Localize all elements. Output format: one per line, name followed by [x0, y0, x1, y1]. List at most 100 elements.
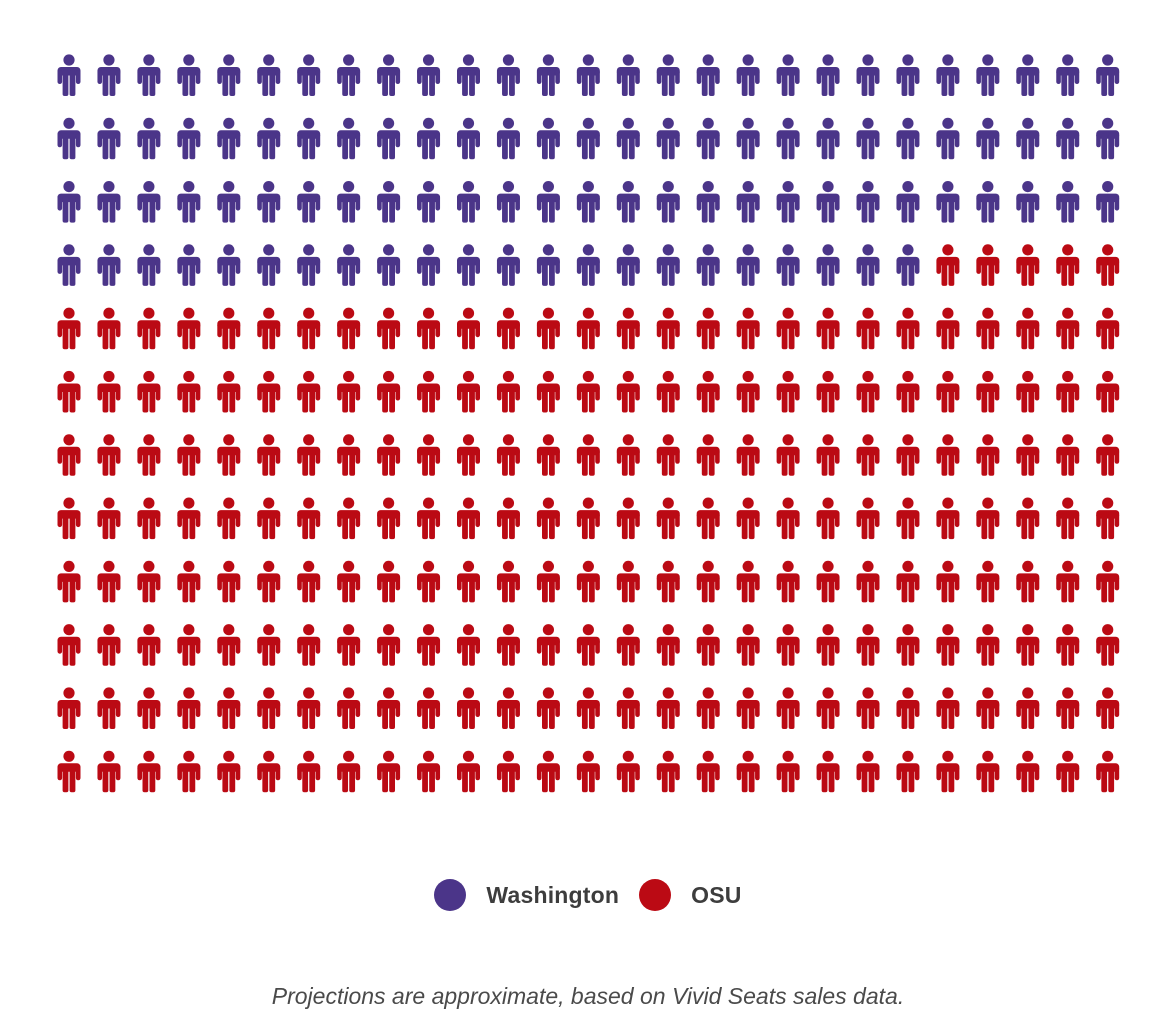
person-icon-osu: [496, 497, 520, 540]
person-icon-washington: [536, 181, 560, 223]
person-icon-washington: [1096, 117, 1120, 160]
person-icon-washington: [137, 117, 161, 160]
legend-swatch-washington: [434, 879, 467, 911]
person-icon-osu: [217, 497, 241, 540]
person-icon-osu: [736, 687, 760, 729]
person-icon-washington: [57, 117, 81, 160]
person-icon-osu: [976, 750, 1000, 793]
person-icon-osu: [656, 687, 680, 729]
legend-item-washington[interactable]: Washington: [434, 879, 619, 911]
person-icon-washington: [1016, 181, 1040, 223]
legend: Washington OSU: [0, 870, 1176, 920]
person-icon-washington: [616, 244, 640, 286]
person-icon-washington: [496, 244, 520, 286]
person-icon-osu: [417, 560, 441, 603]
person-icon-osu: [457, 434, 480, 476]
person-icon-osu: [616, 434, 640, 476]
person-icon-osu: [217, 307, 241, 350]
legend-item-osu[interactable]: OSU: [639, 879, 741, 911]
person-icon-osu: [616, 560, 640, 603]
person-icon-osu: [1056, 560, 1080, 603]
person-icon-osu: [656, 560, 680, 603]
person-icon-osu: [457, 750, 480, 793]
person-icon-osu: [457, 370, 480, 413]
person-icon-osu: [177, 434, 201, 476]
person-icon-osu: [57, 434, 81, 476]
person-icon-washington: [257, 54, 281, 96]
person-icon-osu: [896, 497, 920, 540]
person-icon-osu: [457, 687, 480, 729]
person-icon-washington: [1096, 181, 1120, 223]
person-icon-osu: [496, 307, 520, 350]
person-icon-washington: [776, 117, 800, 160]
person-icon-osu: [656, 497, 680, 540]
person-icon-osu: [217, 434, 241, 476]
person-icon-osu: [217, 560, 241, 603]
person-icon-osu: [736, 750, 760, 793]
person-icon-osu: [696, 560, 720, 603]
person-icon-osu: [257, 434, 281, 476]
person-icon-washington: [696, 181, 720, 223]
person-icon-osu: [57, 497, 81, 540]
person-icon-osu: [257, 624, 281, 666]
person-icon-osu: [496, 750, 520, 793]
person-icon-osu: [337, 624, 361, 666]
person-icon-osu: [217, 624, 241, 666]
person-icon-washington: [576, 244, 600, 286]
person-icon-washington: [257, 244, 281, 286]
person-icon-osu: [816, 750, 840, 793]
person-icon-osu: [696, 624, 720, 666]
person-icon-washington: [217, 117, 241, 160]
person-icon-washington: [337, 54, 361, 96]
person-icon-washington: [656, 244, 680, 286]
person-icon-osu: [1016, 497, 1040, 540]
person-icon-osu: [337, 560, 361, 603]
person-icon-osu: [1056, 370, 1080, 413]
person-icon-osu: [536, 307, 560, 350]
person-icon-osu: [457, 497, 480, 540]
person-icon-washington: [377, 54, 401, 96]
person-icon-washington: [856, 244, 880, 286]
person-icon-osu: [57, 370, 81, 413]
person-icon-osu: [177, 560, 201, 603]
person-icon-osu: [1056, 244, 1080, 286]
person-icon-osu: [536, 560, 560, 603]
person-icon-osu: [1016, 687, 1040, 729]
person-icon-osu: [896, 560, 920, 603]
person-icon-osu: [177, 370, 201, 413]
person-icon-washington: [696, 244, 720, 286]
person-icon-osu: [776, 624, 800, 666]
person-icon-washington: [177, 117, 201, 160]
person-icon-washington: [576, 181, 600, 223]
person-icon-washington: [616, 117, 640, 160]
person-icon-osu: [616, 307, 640, 350]
person-icon-osu: [1096, 624, 1120, 666]
person-icon-washington: [816, 244, 840, 286]
person-icon-osu: [137, 370, 161, 413]
person-icon-osu: [936, 244, 960, 286]
person-icon-osu: [337, 434, 361, 476]
person-icon-osu: [496, 370, 520, 413]
person-icon-washington: [976, 181, 1000, 223]
person-icon-osu: [1096, 370, 1120, 413]
person-icon-washington: [816, 181, 840, 223]
person-icon-osu: [616, 624, 640, 666]
person-icon-osu: [496, 624, 520, 666]
person-icon-washington: [97, 181, 121, 223]
person-icon-washington: [457, 181, 480, 223]
person-icon-osu: [936, 750, 960, 793]
person-icon-osu: [1096, 497, 1120, 540]
person-icon-osu: [1016, 244, 1040, 286]
footnote: Projections are approximate, based on Vi…: [271, 983, 905, 1009]
person-icon-osu: [816, 560, 840, 603]
person-icon-osu: [57, 560, 81, 603]
person-icon-osu: [177, 307, 201, 350]
person-icon-osu: [57, 307, 81, 350]
person-icon-washington: [896, 181, 920, 223]
person-icon-osu: [536, 497, 560, 540]
person-icon-osu: [417, 687, 441, 729]
person-icon-osu: [736, 624, 760, 666]
person-icon-washington: [457, 117, 480, 160]
person-icon-osu: [576, 307, 600, 350]
